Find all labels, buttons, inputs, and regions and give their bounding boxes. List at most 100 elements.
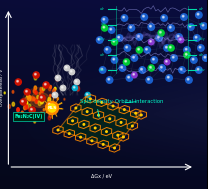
Ellipse shape xyxy=(4,92,5,94)
Ellipse shape xyxy=(25,105,28,109)
Circle shape xyxy=(106,131,107,132)
Circle shape xyxy=(48,103,50,105)
Circle shape xyxy=(146,77,152,83)
Circle shape xyxy=(106,77,113,83)
Ellipse shape xyxy=(37,95,39,99)
Circle shape xyxy=(29,107,35,113)
Circle shape xyxy=(196,12,202,18)
Ellipse shape xyxy=(12,102,15,106)
Circle shape xyxy=(197,13,199,15)
Ellipse shape xyxy=(42,90,44,93)
Circle shape xyxy=(109,118,111,120)
Circle shape xyxy=(172,56,174,58)
Circle shape xyxy=(161,15,167,21)
Circle shape xyxy=(20,99,26,105)
Circle shape xyxy=(128,25,135,31)
Ellipse shape xyxy=(40,98,43,104)
Circle shape xyxy=(167,76,169,78)
Ellipse shape xyxy=(26,102,28,105)
Text: Fe₂N₂C(IV): Fe₂N₂C(IV) xyxy=(14,114,43,119)
Circle shape xyxy=(72,85,77,91)
Text: $d_{z^2}$: $d_{z^2}$ xyxy=(99,6,106,13)
Circle shape xyxy=(177,35,179,37)
Ellipse shape xyxy=(51,109,54,113)
Circle shape xyxy=(128,76,129,78)
Circle shape xyxy=(124,45,131,51)
Text: $d_{\sigma}$: $d_{\sigma}$ xyxy=(198,51,205,59)
Ellipse shape xyxy=(27,94,29,98)
Ellipse shape xyxy=(42,112,43,115)
Circle shape xyxy=(91,140,93,142)
Text: $d_{xy}$: $d_{xy}$ xyxy=(198,35,206,44)
Circle shape xyxy=(158,30,164,36)
Circle shape xyxy=(150,25,151,27)
Text: Overpotential / V: Overpotential / V xyxy=(0,69,4,106)
Ellipse shape xyxy=(34,76,37,80)
Circle shape xyxy=(17,81,18,82)
Circle shape xyxy=(148,65,154,71)
Ellipse shape xyxy=(50,85,51,88)
Circle shape xyxy=(131,55,138,61)
Circle shape xyxy=(180,68,182,70)
Circle shape xyxy=(76,81,77,82)
Circle shape xyxy=(33,72,39,78)
Circle shape xyxy=(86,111,88,112)
Circle shape xyxy=(135,112,136,114)
Ellipse shape xyxy=(31,96,34,101)
Circle shape xyxy=(186,77,192,83)
Text: $d_{\sigma}$: $d_{\sigma}$ xyxy=(99,51,106,59)
Ellipse shape xyxy=(56,76,59,81)
Circle shape xyxy=(130,26,131,28)
Circle shape xyxy=(113,40,115,42)
Circle shape xyxy=(146,48,147,50)
Circle shape xyxy=(57,129,59,131)
Circle shape xyxy=(123,59,130,65)
Ellipse shape xyxy=(21,111,23,114)
Circle shape xyxy=(99,67,106,73)
Ellipse shape xyxy=(47,100,49,103)
Ellipse shape xyxy=(34,98,35,100)
Circle shape xyxy=(87,94,88,95)
Circle shape xyxy=(119,65,126,71)
Circle shape xyxy=(102,144,104,145)
Circle shape xyxy=(54,94,55,95)
Circle shape xyxy=(64,65,70,71)
Circle shape xyxy=(168,45,174,51)
Circle shape xyxy=(203,55,208,61)
Circle shape xyxy=(164,45,170,51)
Ellipse shape xyxy=(40,87,42,91)
Circle shape xyxy=(120,122,122,123)
Ellipse shape xyxy=(40,89,43,93)
Circle shape xyxy=(178,37,184,43)
Circle shape xyxy=(192,58,194,60)
Circle shape xyxy=(15,79,21,85)
Circle shape xyxy=(66,67,67,68)
Circle shape xyxy=(45,84,46,85)
Circle shape xyxy=(182,15,184,17)
Ellipse shape xyxy=(33,97,35,101)
Ellipse shape xyxy=(54,87,56,90)
Circle shape xyxy=(148,78,149,80)
Text: $d_{xz}$: $d_{xz}$ xyxy=(198,66,206,74)
Text: Orbital interaction: Orbital interaction xyxy=(115,99,163,104)
Ellipse shape xyxy=(64,98,65,100)
Ellipse shape xyxy=(38,101,41,106)
Circle shape xyxy=(151,57,157,63)
Circle shape xyxy=(103,26,105,28)
Circle shape xyxy=(104,47,111,53)
Circle shape xyxy=(101,102,103,103)
Ellipse shape xyxy=(33,89,36,93)
Circle shape xyxy=(204,56,206,58)
Circle shape xyxy=(191,57,197,63)
Ellipse shape xyxy=(23,88,57,112)
Circle shape xyxy=(113,58,115,60)
Circle shape xyxy=(111,57,118,63)
Circle shape xyxy=(141,68,142,70)
Circle shape xyxy=(123,136,124,138)
Circle shape xyxy=(108,27,115,33)
Circle shape xyxy=(60,85,66,91)
Circle shape xyxy=(68,133,70,134)
Circle shape xyxy=(162,16,164,18)
Ellipse shape xyxy=(46,106,47,108)
Circle shape xyxy=(110,28,111,30)
